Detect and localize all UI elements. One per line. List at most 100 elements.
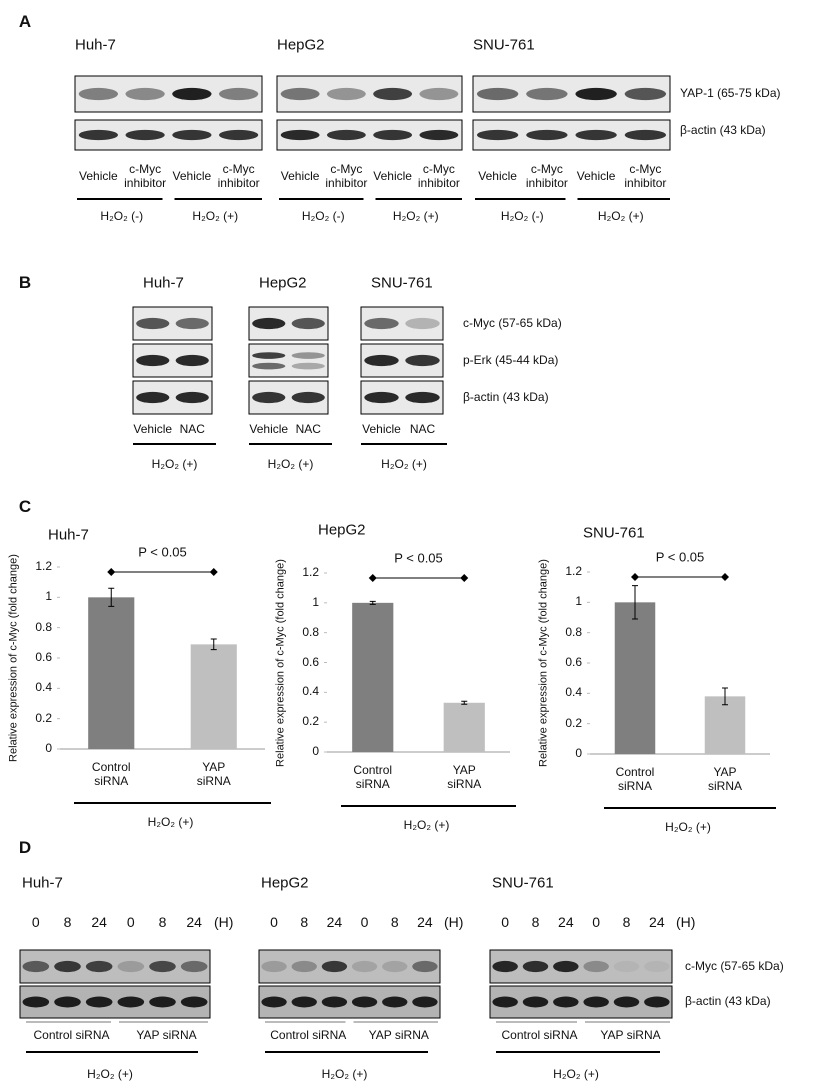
band bbox=[54, 996, 81, 1008]
lane-label: c-Myc inhibitor bbox=[124, 162, 167, 190]
timepoint-unit: (H) bbox=[676, 913, 696, 930]
y-tick-label: 1 bbox=[575, 594, 582, 609]
band bbox=[252, 362, 286, 370]
band bbox=[261, 996, 287, 1008]
band bbox=[321, 996, 348, 1008]
y-tick-label: 0.2 bbox=[302, 714, 319, 729]
blot-label: c-Myc (57-65 kDa) bbox=[685, 958, 784, 973]
band bbox=[553, 960, 579, 973]
timepoint-label: 24 bbox=[91, 913, 107, 930]
band bbox=[321, 960, 348, 973]
band bbox=[78, 87, 119, 101]
band bbox=[125, 129, 165, 141]
timepoint-label: 8 bbox=[531, 913, 540, 930]
band bbox=[419, 87, 459, 101]
band bbox=[180, 996, 208, 1008]
band bbox=[291, 996, 317, 1008]
group-label: YAP siRNA bbox=[136, 1028, 197, 1043]
blot-strip bbox=[19, 985, 211, 1019]
panel-label: B bbox=[18, 273, 32, 293]
band bbox=[175, 391, 209, 404]
cell-line-name: SNU-761 bbox=[473, 36, 535, 54]
band bbox=[526, 129, 568, 141]
band bbox=[522, 996, 549, 1008]
group-label: H₂O₂ (+) bbox=[192, 209, 239, 224]
y-axis-label: Relative expression of c-Myc (fold chang… bbox=[274, 558, 287, 767]
band bbox=[117, 960, 145, 973]
band bbox=[218, 129, 259, 141]
band bbox=[136, 317, 170, 330]
blot-strip bbox=[489, 985, 673, 1019]
timepoint-label: 0 bbox=[360, 913, 369, 930]
blot-label: p-Erk (45-44 kDa) bbox=[463, 352, 559, 367]
band bbox=[583, 960, 609, 973]
band bbox=[373, 129, 413, 141]
group-label: H₂O₂ (+) bbox=[321, 1067, 368, 1082]
lane-label: Vehicle bbox=[133, 422, 173, 437]
bar bbox=[443, 702, 485, 752]
band bbox=[405, 317, 440, 330]
band bbox=[492, 996, 518, 1008]
x-tick-label: YAP siRNA bbox=[196, 760, 231, 788]
y-tick-label: 0.6 bbox=[35, 650, 52, 665]
timepoint-unit: (H) bbox=[214, 913, 234, 930]
y-tick-label: 1.2 bbox=[35, 559, 52, 574]
band bbox=[218, 87, 259, 101]
band bbox=[291, 352, 325, 359]
band bbox=[180, 960, 208, 973]
panel-label: A bbox=[18, 12, 32, 32]
y-tick-label: 0.8 bbox=[302, 624, 319, 639]
band bbox=[172, 129, 212, 141]
band bbox=[624, 129, 667, 141]
group-label: H₂O₂ (+) bbox=[147, 815, 194, 830]
timepoint-label: 24 bbox=[417, 913, 433, 930]
y-tick-label: 1 bbox=[312, 594, 319, 609]
group-label: H₂O₂ (+) bbox=[87, 1067, 133, 1082]
band bbox=[575, 129, 617, 141]
group-label: YAP siRNA bbox=[600, 1028, 661, 1043]
band bbox=[575, 87, 617, 101]
significance-label: P < 0.05 bbox=[655, 549, 705, 565]
timepoint-label: 24 bbox=[186, 913, 202, 930]
cell-line-name: Huh-7 bbox=[143, 274, 184, 292]
y-tick-label: 0.6 bbox=[565, 655, 582, 670]
blot-label: c-Myc (57-65 kDa) bbox=[463, 315, 562, 330]
lane-label: c-Myc inhibitor bbox=[217, 162, 260, 190]
band bbox=[553, 996, 579, 1008]
band bbox=[492, 960, 518, 973]
lane-label: Vehicle bbox=[478, 169, 517, 184]
chart-title: SNU-761 bbox=[583, 524, 645, 542]
band bbox=[522, 960, 549, 973]
cell-line-name: SNU-761 bbox=[371, 274, 433, 292]
band bbox=[476, 129, 519, 141]
y-tick-label: 1.2 bbox=[565, 564, 582, 579]
band bbox=[373, 87, 413, 101]
blot-strip bbox=[489, 949, 673, 984]
band bbox=[22, 960, 50, 973]
band bbox=[54, 960, 81, 973]
error-bar bbox=[632, 585, 638, 620]
lane-label: Vehicle bbox=[172, 169, 212, 184]
band bbox=[78, 129, 119, 141]
lane-label: Vehicle bbox=[362, 422, 401, 437]
timepoint-label: 0 bbox=[501, 913, 510, 930]
cell-line-name: SNU-761 bbox=[492, 874, 554, 892]
blot-strip bbox=[258, 985, 441, 1019]
band bbox=[476, 87, 519, 101]
band bbox=[326, 87, 366, 101]
band bbox=[252, 391, 286, 404]
group-label: H₂O₂ (+) bbox=[267, 457, 314, 472]
y-axis-label: Relative expression of c-Myc (fold chang… bbox=[7, 554, 20, 762]
group-label: Control siRNA bbox=[270, 1028, 347, 1043]
timepoint-label: 24 bbox=[326, 913, 343, 930]
group-label: H₂O₂ (+) bbox=[392, 209, 439, 224]
significance-marker bbox=[107, 568, 116, 576]
significance-marker bbox=[721, 573, 729, 581]
band bbox=[149, 960, 176, 973]
significance-label: P < 0.05 bbox=[138, 544, 187, 560]
group-label: Control siRNA bbox=[33, 1028, 110, 1043]
y-tick-label: 0.2 bbox=[35, 710, 52, 725]
band bbox=[85, 996, 113, 1008]
bar bbox=[190, 644, 237, 749]
